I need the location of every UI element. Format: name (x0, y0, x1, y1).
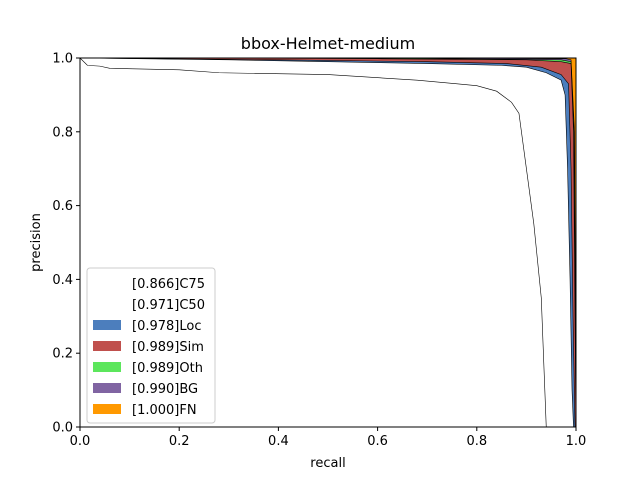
y-tick-label: 0.4 (52, 273, 73, 288)
y-tick-label: 0.6 (52, 199, 73, 214)
legend-swatch (93, 383, 121, 393)
legend-label: [0.989]Sim (132, 340, 204, 355)
y-tick-label: 1.0 (52, 52, 73, 67)
x-tick-label: 0.6 (367, 434, 388, 449)
chart-title: bbox-Helmet-medium (241, 34, 415, 53)
legend-swatch (93, 404, 121, 414)
y-tick-label: 0.8 (52, 125, 73, 140)
x-axis-label: recall (310, 456, 345, 471)
x-tick-label: 0.2 (169, 434, 190, 449)
legend-swatch (93, 278, 121, 288)
legend-label: [0.866]C75 (132, 277, 205, 292)
curve-c75 (79, 57, 547, 428)
legend-swatch (93, 341, 121, 351)
x-tick-label: 0.8 (466, 434, 487, 449)
x-tick-label: 1.0 (566, 434, 587, 449)
legend-label: [0.990]BG (132, 382, 198, 397)
y-tick-label: 0.2 (52, 347, 73, 362)
legend-swatch (93, 299, 121, 309)
legend: [0.866]C75 [0.971]C50 [0.978]Loc [0.989]Sim… (86, 267, 216, 424)
legend-swatch (93, 320, 121, 330)
legend-label: [1.000]FN (132, 403, 197, 418)
x-axis: 0.0 0.2 0.4 0.6 0.8 1.0 (70, 427, 587, 449)
x-tick-label: 0.4 (268, 434, 289, 449)
y-axis: 0.0 0.2 0.4 0.6 0.8 1.0 (52, 52, 80, 436)
legend-label: [0.971]C50 (132, 298, 205, 313)
legend-label: [0.989]Oth (132, 361, 203, 376)
legend-swatch (93, 362, 121, 372)
curve-c50 (79, 57, 574, 428)
legend-label: [0.978]Loc (132, 319, 201, 334)
y-tick-label: 0.0 (52, 421, 73, 436)
curve-loc (79, 57, 576, 428)
plot-frame (79, 57, 577, 428)
y-axis-label: precision (29, 213, 44, 272)
x-tick-label: 0.0 (70, 434, 91, 449)
